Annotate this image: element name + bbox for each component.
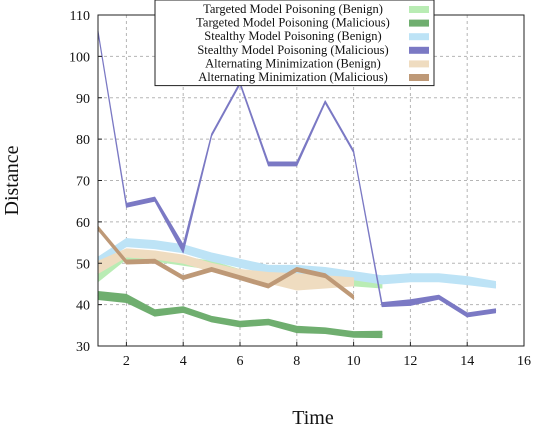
data-point (239, 323, 241, 325)
data-point (353, 281, 355, 283)
y-tick-label: 30 (76, 340, 90, 355)
x-tick-label: 2 (123, 354, 130, 369)
legend-swatch (409, 6, 429, 13)
legend-entries: Targeted Model Poisoning (Benign)Targete… (196, 2, 429, 84)
data-point (211, 134, 213, 136)
series-band (97, 248, 354, 291)
data-point (239, 262, 241, 264)
data-point (438, 277, 440, 279)
y-tick-label: 70 (76, 175, 90, 190)
y-tick-label: 90 (76, 92, 90, 107)
y-tick-label: 40 (76, 299, 90, 314)
series-band (97, 290, 383, 339)
data-point (182, 277, 184, 279)
y-axis-title: Distance (1, 145, 23, 215)
data-point (125, 241, 127, 244)
data-point (381, 304, 383, 306)
y-tick-label: 110 (70, 9, 90, 24)
x-tick-label: 6 (237, 354, 244, 369)
data-point (466, 314, 468, 316)
data-point (495, 284, 497, 286)
legend-label: Stealthy Model Poisoning (Benign) (204, 29, 381, 43)
data-point (239, 272, 241, 275)
x-tick-label: 10 (347, 354, 361, 369)
data-point (409, 277, 411, 279)
data-point (296, 328, 298, 331)
data-point (267, 268, 269, 271)
data-point (409, 301, 411, 304)
data-point (353, 150, 355, 153)
data-point (182, 308, 184, 311)
series-5 (97, 248, 355, 291)
data-point (267, 285, 269, 287)
x-tick-label: 12 (403, 354, 417, 369)
data-point (154, 198, 156, 200)
x-tick-label: 16 (517, 354, 531, 369)
data-point (324, 270, 326, 273)
data-point (324, 330, 326, 332)
data-point (211, 256, 213, 258)
data-point (267, 163, 269, 165)
data-point (381, 333, 383, 336)
data-point (154, 244, 156, 246)
legend-label: Targeted Model Poisoning (Benign) (203, 2, 383, 16)
data-point (182, 258, 184, 260)
x-tick-label: 4 (180, 354, 187, 369)
data-point (296, 163, 298, 165)
y-tick-label: 50 (76, 257, 90, 272)
data-point (267, 277, 269, 279)
legend-swatch (409, 74, 429, 81)
data-point (182, 248, 184, 250)
data-point (154, 254, 156, 256)
data-point (324, 101, 326, 103)
data-point (239, 277, 241, 279)
series-3 (97, 238, 497, 289)
data-point (211, 268, 213, 271)
data-point (324, 281, 326, 283)
series-band (97, 238, 496, 289)
data-point (267, 321, 269, 323)
y-tick-label: 80 (76, 133, 90, 148)
data-point (495, 310, 497, 312)
x-axis-ticks: 2 4 6 8 10 12 14 16 (123, 342, 531, 369)
legend-swatch (409, 60, 429, 68)
data-point (353, 275, 355, 277)
series-band (97, 225, 354, 300)
legend-swatch (409, 19, 429, 27)
data-point (353, 296, 355, 298)
y-axis-ticks: 30 40 50 60 70 80 90 100 110 (69, 9, 102, 355)
data-point (353, 333, 355, 336)
legend-label: Targeted Model Poisoning (Malicious) (196, 16, 390, 30)
data-point (324, 275, 326, 277)
data-point (125, 261, 127, 263)
data-point (125, 252, 127, 254)
y-tick-label: 60 (76, 216, 90, 231)
legend-swatch (409, 46, 429, 54)
legend-label: Alternating Minimization (Benign) (205, 56, 381, 70)
series-2 (97, 290, 383, 339)
x-tick-label: 14 (460, 354, 474, 369)
x-tick-label: 8 (293, 354, 300, 369)
data-point (438, 296, 440, 298)
data-point (211, 318, 213, 320)
data-point (466, 280, 468, 282)
legend-label: Alternating Minimization (Malicious) (198, 70, 388, 84)
data-point (296, 281, 298, 283)
x-axis-title: Time (292, 407, 334, 426)
legend-label: Stealthy Model Poisoning (Malicious) (197, 43, 388, 57)
data-point (154, 260, 156, 262)
data-point (125, 204, 127, 206)
legend: Targeted Model Poisoning (Benign)Targete… (154, 0, 435, 87)
data-point (125, 297, 127, 300)
y-tick-label: 100 (69, 50, 90, 65)
series-layer (97, 29, 497, 339)
data-point (154, 312, 156, 314)
data-point (296, 268, 298, 271)
legend-swatch (409, 33, 429, 41)
data-point (381, 279, 383, 281)
legend-box (154, 0, 435, 87)
